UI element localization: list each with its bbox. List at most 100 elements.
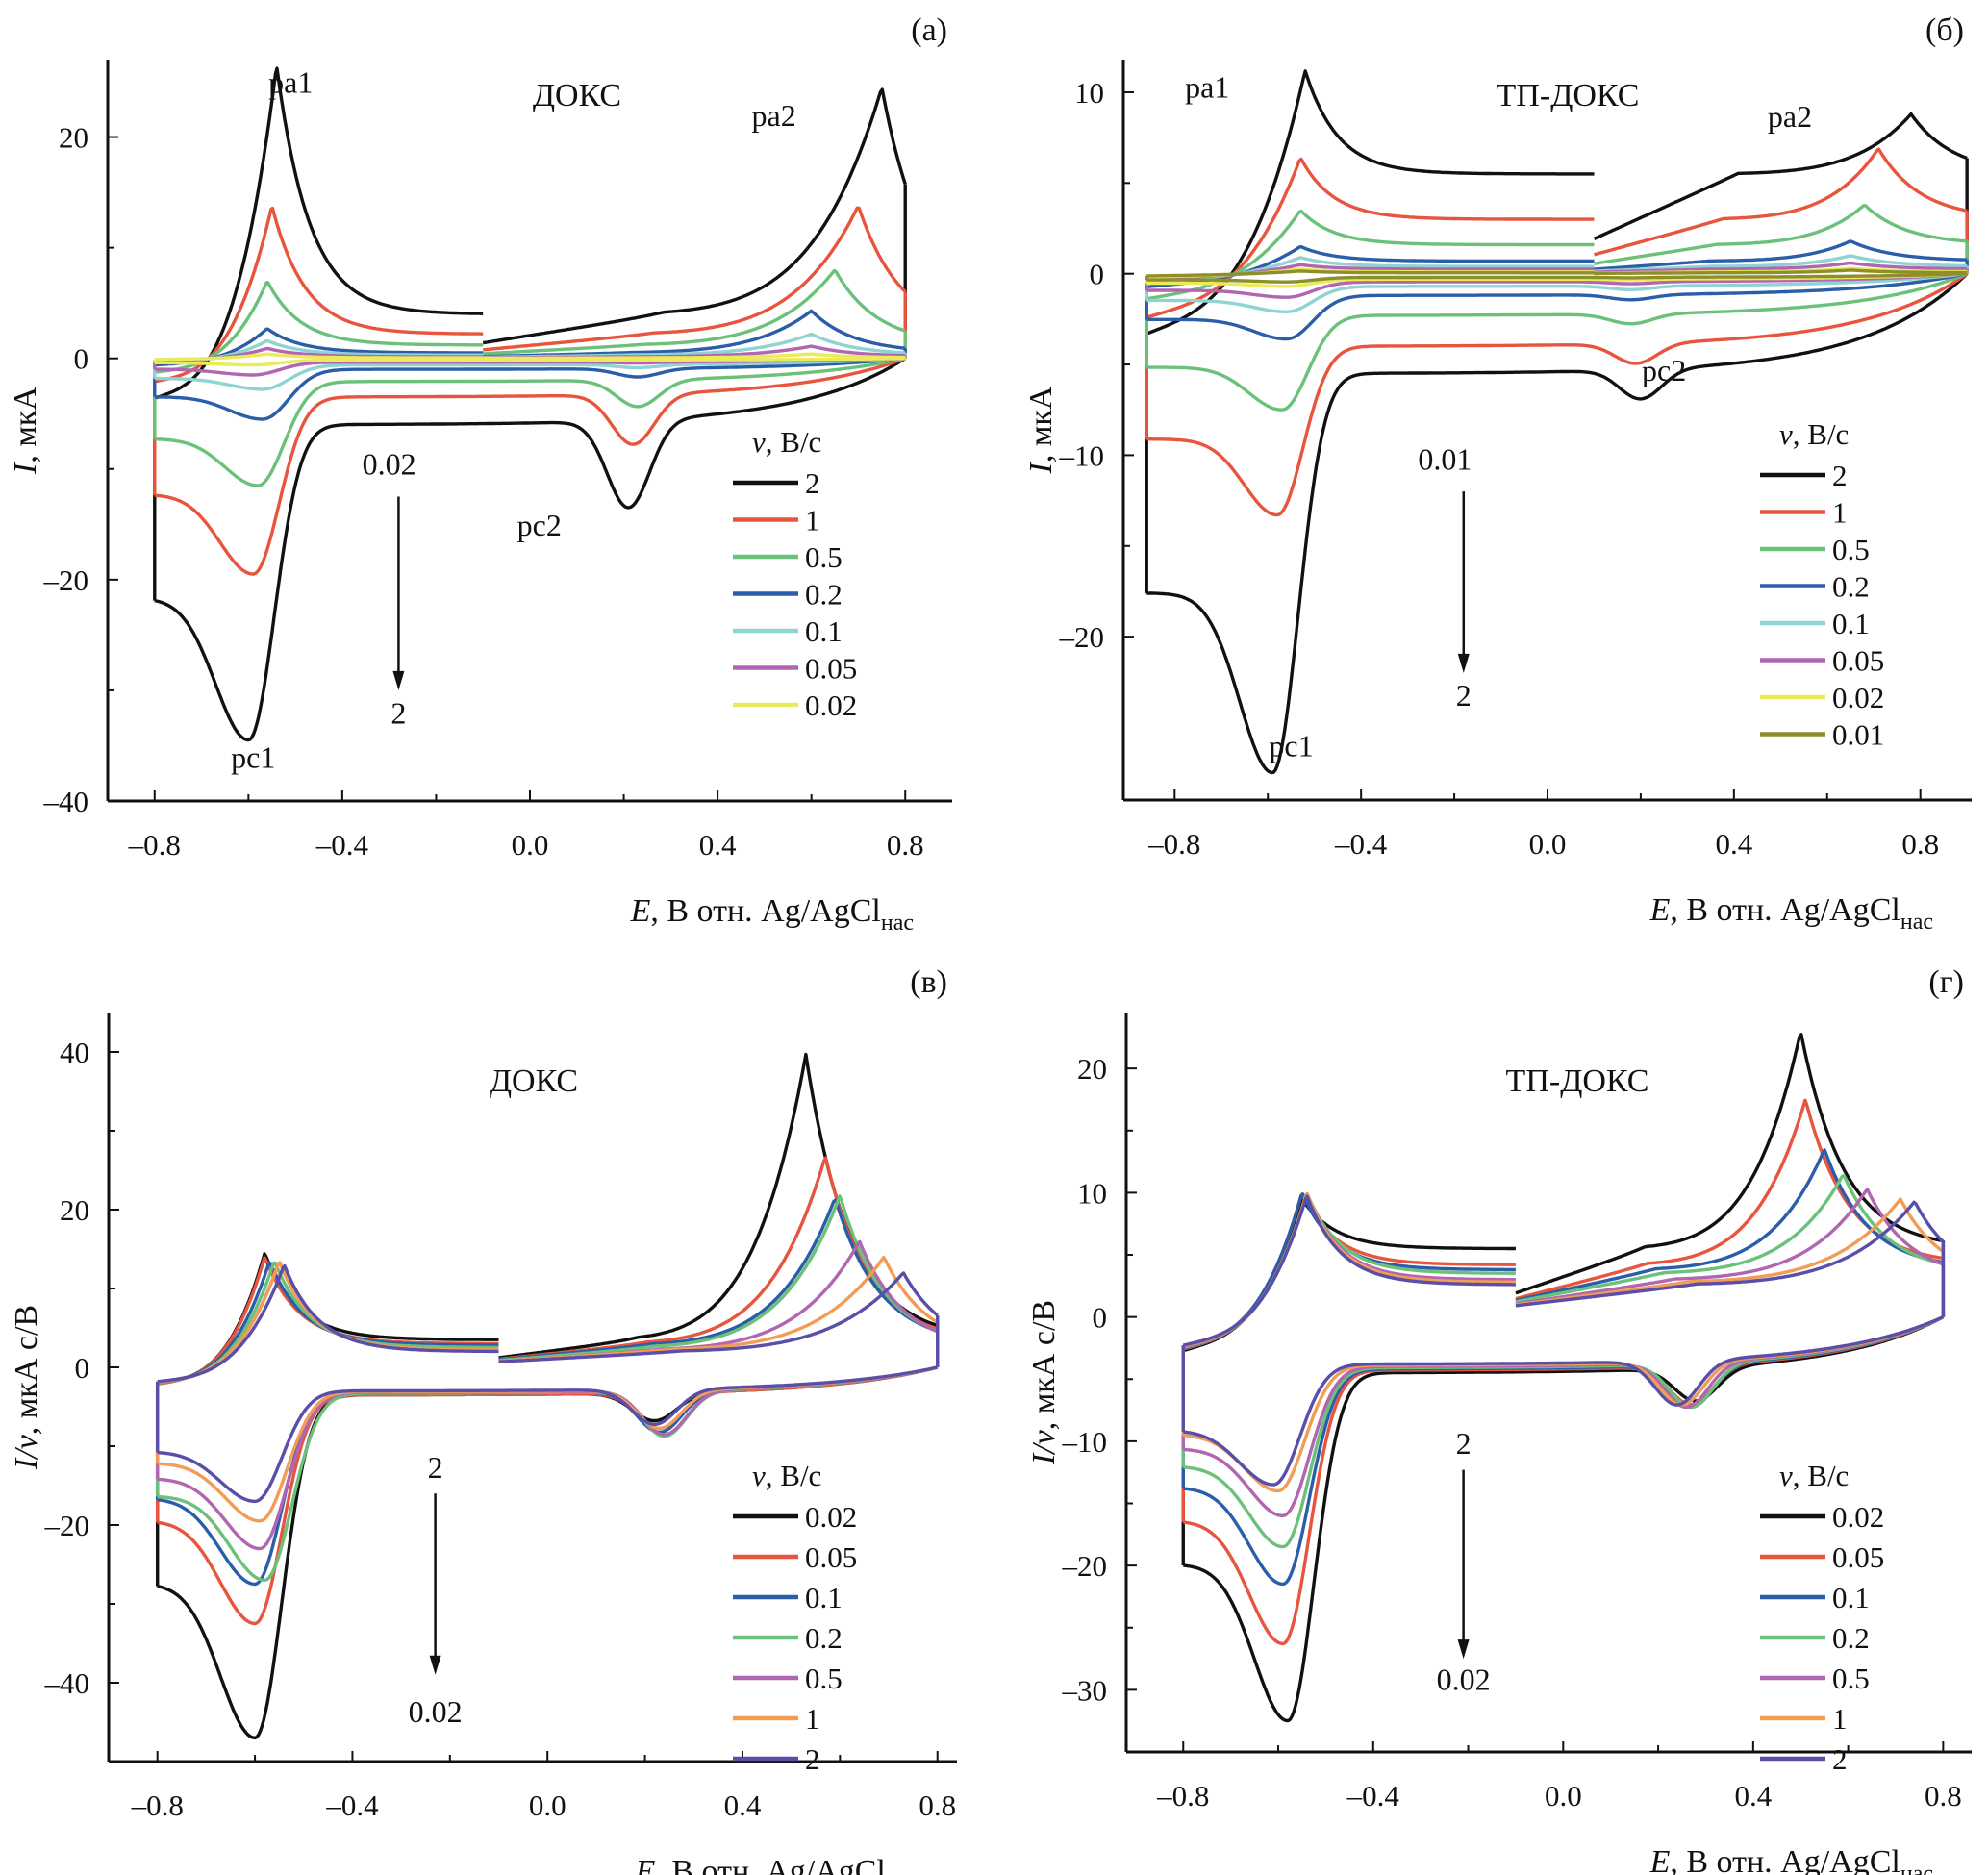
panel-a: –0.8 –0.4 0.0 0.4 0.8 –40 –20 0 20 (а) ДОКС I, мкА E… xyxy=(8,12,952,936)
legend-item: 1 xyxy=(733,504,820,538)
x-tick-label: 0.4 xyxy=(1715,827,1752,861)
x-axis-subscript: нас xyxy=(1900,910,1933,935)
legend-label: 0.5 xyxy=(1832,1662,1870,1695)
cv-curve-segment xyxy=(1183,1315,1945,1587)
panel-label: (г) xyxy=(1928,964,1964,1000)
legend-item: 0.1 xyxy=(1760,1581,1870,1614)
legend: v, В/с 2 10.5 0.20.1 0.050.02 xyxy=(733,425,857,722)
y-axis-symbol: I/v xyxy=(9,1434,44,1470)
panel-d: –0.8 –0.4 0.0 0.4 0.8 –30 –20 –10 0 10 20 (г) ТП-ДОК… xyxy=(1026,964,1972,1875)
legend-item: 0.1 xyxy=(733,614,843,648)
y-axis-unit: , мкА с/В xyxy=(1026,1300,1062,1430)
x-axis-title: E, В отн. Ag/AgClнас xyxy=(1649,1844,1933,1875)
legend-title: v, В/с xyxy=(1779,1459,1849,1492)
legend-title-symbol: v xyxy=(752,425,766,459)
legend-title: v, В/с xyxy=(1779,417,1849,451)
legend-item: 2 xyxy=(733,1742,820,1776)
legend-label: 2 xyxy=(805,1742,820,1776)
cv-curve-segment xyxy=(498,1271,939,1363)
panel-label: (б) xyxy=(1925,12,1964,48)
x-axis-subscript: нас xyxy=(886,1871,919,1875)
legend-title: v, В/с xyxy=(752,425,821,459)
series-0_01 xyxy=(1145,268,1969,284)
x-tick-label: 0.8 xyxy=(887,828,924,862)
legend: v, В/с 0.02 0.05 0.1 0.2 0.5 1 2 xyxy=(733,1459,857,1776)
cv-curve-segment xyxy=(157,1365,939,1504)
x-tick-label: –0.8 xyxy=(131,1788,184,1822)
legend-label: 0.02 xyxy=(805,1500,857,1534)
x-tick-label: 0.4 xyxy=(699,828,737,862)
legend-item: 0.5 xyxy=(1760,533,1870,566)
cv-curve-segment xyxy=(1594,147,1968,257)
x-tick-label: –0.8 xyxy=(1147,827,1200,861)
legend-label: 0.1 xyxy=(1832,607,1870,640)
legend-title-symbol: v xyxy=(752,1459,766,1492)
y-tick-label: 20 xyxy=(1077,1052,1107,1086)
legend-item: 2 xyxy=(1760,459,1848,492)
cv-curve-segment xyxy=(154,357,906,488)
legend-item: 0.02 xyxy=(733,1500,857,1534)
annotation-label: pc2 xyxy=(1642,353,1686,388)
compound-label: ДОКС xyxy=(490,1063,578,1099)
y-axis-title: I/v, мкА с/В xyxy=(1026,1300,1062,1465)
x-axis-unit: , В отн. Ag/AgCl xyxy=(650,893,880,929)
cv-curve-segment xyxy=(1146,272,1968,299)
y-tick-label: –10 xyxy=(1062,1425,1108,1459)
cv-curve-segment xyxy=(154,352,484,362)
legend-item: 1 xyxy=(733,1702,820,1736)
cv-curve-segment xyxy=(498,1255,939,1363)
y-tick-label: –30 xyxy=(1062,1673,1108,1707)
legend-label: 0.05 xyxy=(805,1540,857,1574)
legend-label: 1 xyxy=(1832,496,1848,530)
y-axis-symbol: I xyxy=(1023,461,1059,474)
cv-curve-segment xyxy=(1515,1173,1944,1304)
cv-curve-segment xyxy=(498,1052,939,1360)
legend-item: 0.05 xyxy=(1760,1540,1884,1574)
series-0_02 xyxy=(1181,1033,1946,1723)
x-axis-unit: , В отн. Ag/AgCl xyxy=(655,1854,885,1875)
cv-curve-segment xyxy=(1515,1033,1944,1295)
cv-curve-segment xyxy=(483,206,907,352)
legend-label: 1 xyxy=(1832,1702,1848,1736)
y-tick-label: 20 xyxy=(59,121,88,155)
y-tick-label: –10 xyxy=(1059,438,1105,472)
annotation-label: 2 xyxy=(428,1450,443,1485)
x-tick-label: 0.8 xyxy=(1925,1779,1962,1812)
annotation-label: pc1 xyxy=(1269,729,1313,763)
series-2 xyxy=(155,1263,940,1504)
x-axis-subscript: нас xyxy=(1900,1862,1933,1875)
trend-arrow-head xyxy=(429,1655,441,1675)
x-tick-label: –0.8 xyxy=(128,828,181,862)
legend-title-unit: , В/с xyxy=(1793,1459,1850,1492)
cv-curve-segment xyxy=(498,1198,939,1362)
legend-title-unit: , В/с xyxy=(766,425,822,459)
series-2 xyxy=(1145,69,1969,775)
trend-arrow-head xyxy=(1457,653,1470,673)
cv-curve-segment xyxy=(498,1194,939,1362)
legend-item: 0.02 xyxy=(1760,681,1884,714)
legend-item: 0.1 xyxy=(733,1581,843,1614)
cv-curve-segment xyxy=(1515,1200,1945,1308)
cv-curve-segment xyxy=(154,357,906,367)
cv-curve-segment xyxy=(1146,272,1968,341)
panel-b: –0.8 –0.4 0.0 0.4 0.8 –20 –10 0 10 (б) ТП-ДОКС I, м… xyxy=(1023,12,1972,935)
cv-curve-segment xyxy=(154,357,907,742)
legend-label: 0.05 xyxy=(805,652,857,686)
y-tick-label: 20 xyxy=(60,1193,89,1227)
legend-item: 0.05 xyxy=(733,1540,857,1574)
legend-item: 0.2 xyxy=(733,1621,843,1655)
cv-curve-segment xyxy=(157,1256,499,1386)
trend-arrow-head xyxy=(1457,1639,1470,1660)
legend-item: 0.05 xyxy=(1760,644,1884,678)
legend-label: 0.05 xyxy=(1832,1540,1884,1574)
x-axis-unit: , В отн. Ag/AgCl xyxy=(1670,1844,1900,1875)
legend-label: 0.1 xyxy=(805,614,843,648)
legend-item: 1 xyxy=(1760,496,1848,530)
annotation-label: pc2 xyxy=(517,508,562,542)
x-tick-label: –0.4 xyxy=(1346,1779,1400,1812)
cv-curve-segment xyxy=(1594,204,1968,265)
y-tick-label: –20 xyxy=(1059,620,1105,654)
annotation-label: 2 xyxy=(390,695,406,730)
annotation-label: 2 xyxy=(1456,1426,1472,1461)
x-axis-symbol: E xyxy=(630,893,651,929)
